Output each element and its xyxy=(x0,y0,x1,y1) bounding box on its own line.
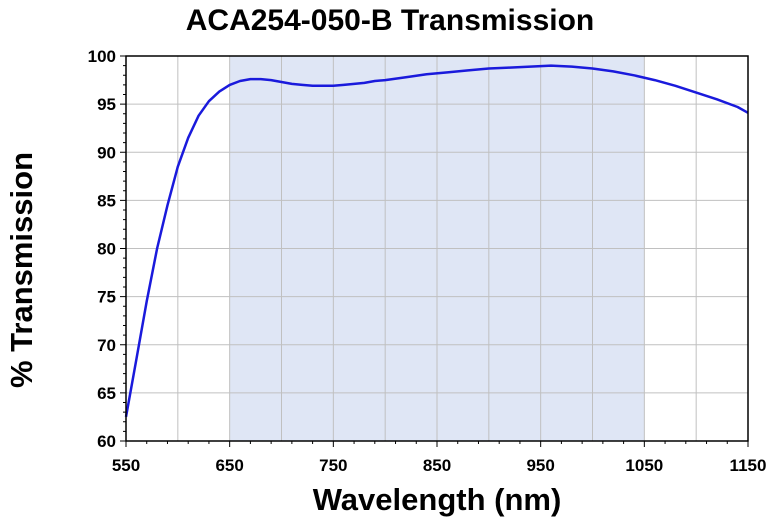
tick-label-layer: 60 65 70 75 80 85 90 95 100 550 650 750 850 950 1050 11… xyxy=(88,47,767,475)
plot-frame xyxy=(125,55,749,442)
y-tick-label: 90 xyxy=(97,143,116,162)
y-tick-label: 80 xyxy=(97,240,116,259)
y-tick-label: 95 xyxy=(97,95,116,114)
series-line-0 xyxy=(124,64,749,418)
x-tick-label: 950 xyxy=(526,456,554,475)
y-tick-label: 85 xyxy=(97,191,116,210)
x-tick-label: 1150 xyxy=(730,456,767,475)
x-tick-label: 1050 xyxy=(625,456,663,475)
y-tick-label: 100 xyxy=(88,47,116,66)
y-tick-label: 75 xyxy=(97,288,116,307)
x-tick-label: 750 xyxy=(319,456,347,475)
y-axis-title: % Transmission xyxy=(4,151,39,389)
x-tick-label: 850 xyxy=(423,456,451,475)
y-tick-label: 65 xyxy=(97,384,116,403)
y-tick-label: 60 xyxy=(97,432,116,451)
x-tick-label: 650 xyxy=(215,456,243,475)
chart-title: ACA254-050-B Transmission xyxy=(185,4,595,37)
x-axis-title: Wavelength (nm) xyxy=(312,482,562,517)
x-tick-label: 550 xyxy=(112,456,140,475)
grid-layer xyxy=(126,56,748,441)
y-tick-label: 70 xyxy=(97,336,116,355)
series-layer xyxy=(124,64,749,418)
